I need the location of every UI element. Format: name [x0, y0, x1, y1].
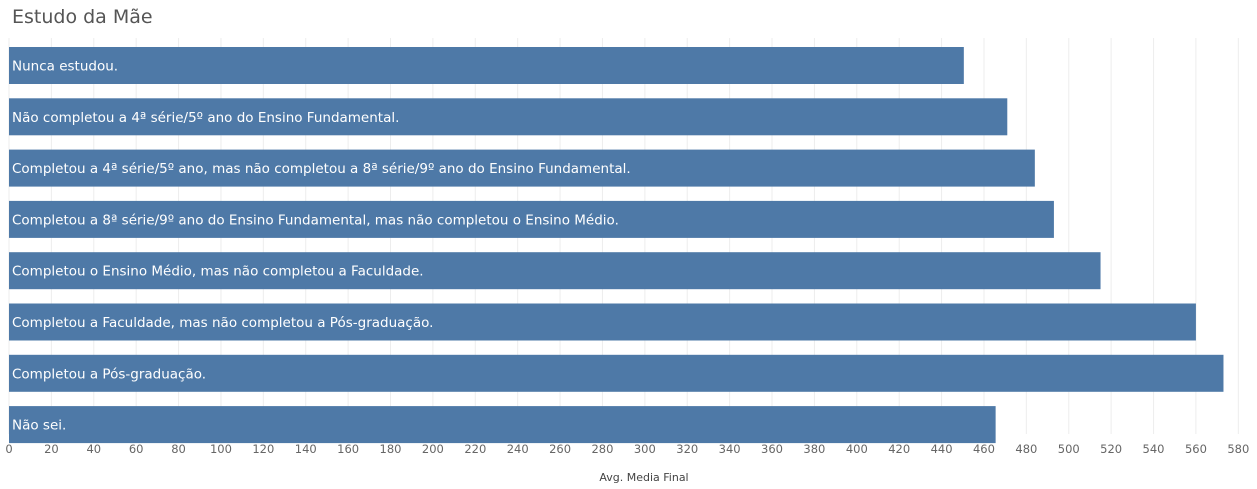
x-tick-label: 60 — [129, 442, 144, 456]
x-tick-label: 0 — [5, 442, 12, 456]
x-tick-label: 40 — [86, 442, 101, 456]
bar-category-label: Completou a Faculdade, mas não completou… — [12, 315, 433, 331]
x-tick-label: 280 — [591, 442, 613, 456]
x-tick-label: 360 — [761, 442, 783, 456]
bar-category-label: Não sei. — [12, 418, 66, 434]
x-tick-label: 160 — [337, 442, 359, 456]
bar-category-label: Completou o Ensino Médio, mas não comple… — [12, 264, 424, 280]
bar-labels: Nunca estudou. Não completou a 4ª série/5… — [12, 59, 631, 434]
x-tick-label: 560 — [1185, 442, 1207, 456]
x-tick-label: 540 — [1143, 442, 1165, 456]
x-tick-label: 400 — [846, 442, 868, 456]
x-tick-label: 320 — [676, 442, 698, 456]
x-axis: 0 20 40 60 80 100 120 140 160 180 200 220 240 260 280 3… — [5, 442, 1249, 456]
bar[interactable] — [9, 354, 1224, 392]
x-tick-label: 140 — [295, 442, 317, 456]
x-tick-label: 80 — [171, 442, 186, 456]
bar-category-label: Nunca estudou. — [12, 59, 118, 75]
x-tick-label: 480 — [1015, 442, 1037, 456]
bar-category-label: Não completou a 4ª série/5º ano do Ensin… — [12, 110, 399, 126]
bar[interactable] — [9, 200, 1054, 238]
x-tick-label: 180 — [380, 442, 402, 456]
x-tick-label: 340 — [719, 442, 741, 456]
bar-category-label: Completou a 4ª série/5º ano, mas não com… — [12, 161, 631, 177]
bar[interactable] — [9, 406, 996, 444]
bar[interactable] — [9, 303, 1196, 341]
chart-title: Estudo da Mãe — [12, 6, 153, 28]
x-tick-label: 460 — [973, 442, 995, 456]
bar[interactable] — [9, 252, 1101, 290]
bar[interactable] — [9, 47, 964, 84]
x-tick-label: 440 — [931, 442, 953, 456]
x-tick-label: 520 — [1100, 442, 1122, 456]
x-axis-title: Avg. Media Final — [599, 471, 688, 484]
x-tick-label: 500 — [1058, 442, 1080, 456]
bar-category-label: Completou a 8ª série/9º ano do Ensino Fu… — [12, 212, 619, 228]
x-tick-label: 20 — [44, 442, 59, 456]
x-tick-label: 100 — [210, 442, 232, 456]
x-tick-label: 380 — [803, 442, 825, 456]
x-tick-label: 200 — [422, 442, 444, 456]
x-tick-label: 120 — [252, 442, 274, 456]
bars — [9, 47, 1224, 444]
x-tick-label: 240 — [507, 442, 529, 456]
x-tick-label: 420 — [888, 442, 910, 456]
bar[interactable] — [9, 98, 1008, 136]
x-tick-label: 220 — [464, 442, 486, 456]
bar-category-label: Completou a Pós-graduação. — [12, 366, 206, 382]
x-tick-label: 260 — [549, 442, 571, 456]
bar[interactable] — [9, 149, 1035, 187]
x-tick-label: 580 — [1227, 442, 1249, 456]
x-tick-label: 300 — [634, 442, 656, 456]
